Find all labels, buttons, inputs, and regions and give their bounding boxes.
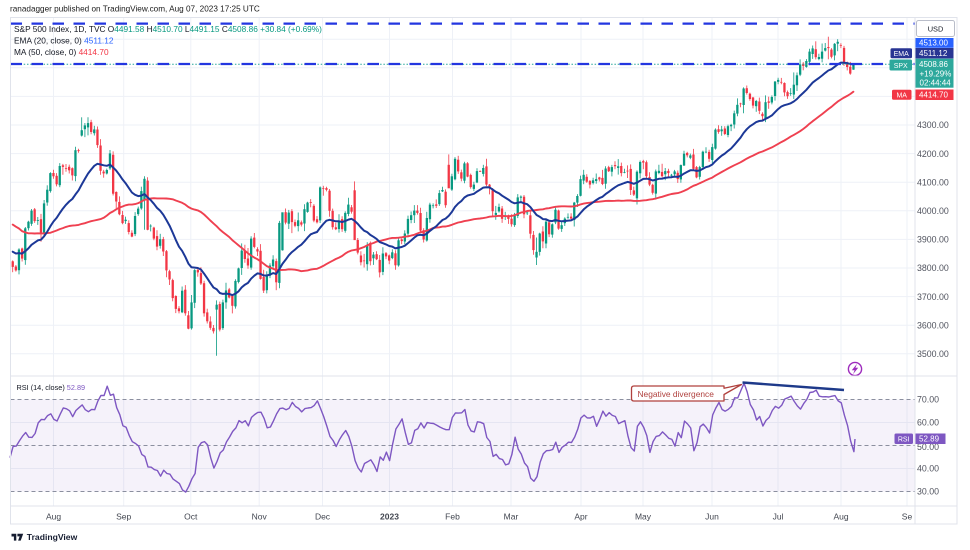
svg-text:SPX: SPX [894, 63, 908, 70]
svg-text:50.00: 50.00 [917, 442, 939, 452]
svg-text:Jul: Jul [773, 512, 784, 522]
svg-text:Negative divergence: Negative divergence [638, 389, 715, 399]
svg-text:70.00: 70.00 [917, 395, 939, 405]
svg-text:EMA (20, close, 0) 4511.12: EMA (20, close, 0) 4511.12 [14, 36, 114, 46]
svg-text:+19.29%: +19.29% [920, 70, 952, 79]
svg-text:3600.00: 3600.00 [917, 320, 949, 330]
svg-text:52.89: 52.89 [919, 435, 940, 444]
svg-text:4000.00: 4000.00 [917, 206, 949, 216]
svg-text:Mar: Mar [504, 512, 519, 522]
svg-text:S&P 500 Index, 1D, TVC O4491.5: S&P 500 Index, 1D, TVC O4491.58 H4510.70… [14, 24, 322, 34]
svg-text:30.00: 30.00 [917, 487, 939, 497]
svg-text:Aug: Aug [833, 512, 848, 522]
svg-text:3500.00: 3500.00 [917, 349, 949, 359]
svg-text:EMA: EMA [894, 51, 910, 58]
svg-text:2023: 2023 [380, 512, 399, 522]
svg-text:Jun: Jun [705, 512, 719, 522]
svg-text:Apr: Apr [574, 512, 587, 522]
svg-text:02:44:44: 02:44:44 [920, 79, 952, 88]
svg-text:ranadagger published on Tradin: ranadagger published on TradingView.com,… [10, 5, 260, 14]
svg-text:4513.00: 4513.00 [919, 39, 948, 48]
svg-text:4508.86: 4508.86 [919, 60, 948, 69]
svg-text:3900.00: 3900.00 [917, 235, 949, 245]
svg-text:Aug: Aug [46, 512, 61, 522]
svg-text:Oct: Oct [184, 512, 198, 522]
svg-text:MA (50, close, 0) 4414.70: MA (50, close, 0) 4414.70 [14, 47, 109, 57]
svg-text:TradingView: TradingView [27, 532, 78, 542]
svg-text:4300.00: 4300.00 [917, 120, 949, 130]
svg-text:4511.12: 4511.12 [919, 49, 948, 58]
svg-text:RSI (14, close) 52.89: RSI (14, close) 52.89 [17, 383, 86, 392]
svg-text:MA: MA [896, 93, 907, 100]
svg-text:4414.70: 4414.70 [919, 91, 948, 100]
svg-text:USD: USD [928, 24, 944, 33]
svg-text:RSI: RSI [898, 437, 910, 444]
svg-text:60.00: 60.00 [917, 418, 939, 428]
svg-text:Sep: Sep [116, 512, 131, 522]
svg-text:4100.00: 4100.00 [917, 177, 949, 187]
svg-text:Nov: Nov [252, 512, 268, 522]
svg-text:Dec: Dec [315, 512, 331, 522]
svg-text:Se: Se [902, 512, 913, 522]
svg-text:Feb: Feb [445, 512, 460, 522]
svg-text:May: May [635, 512, 652, 522]
svg-text:40.00: 40.00 [917, 464, 939, 474]
svg-text:3800.00: 3800.00 [917, 263, 949, 273]
svg-text:4200.00: 4200.00 [917, 149, 949, 159]
svg-text:3700.00: 3700.00 [917, 292, 949, 302]
